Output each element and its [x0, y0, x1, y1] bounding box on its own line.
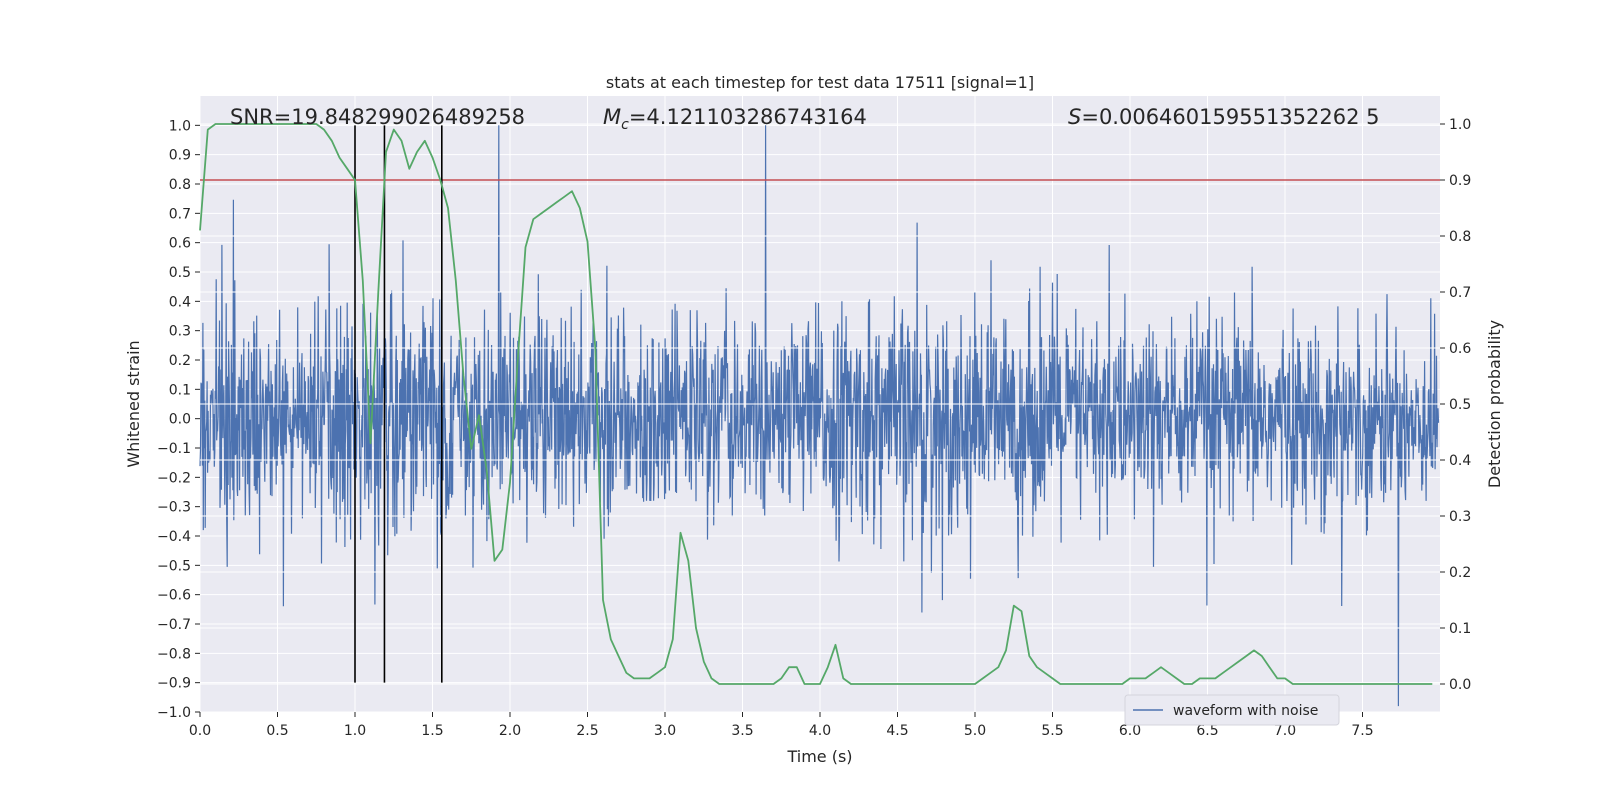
y-tick-label: −0.6 — [157, 588, 191, 604]
right-axis-grid — [200, 123, 1440, 685]
y-tick-label: −0.5 — [157, 558, 191, 574]
marker-lines — [354, 125, 443, 683]
probability-series — [199, 123, 1433, 685]
y-tick-label: 0.6 — [169, 236, 191, 252]
x-tick-label: 2.5 — [576, 723, 598, 739]
y-tick-label: 0.7 — [169, 206, 191, 222]
y-tick-label: 0.9 — [169, 148, 191, 164]
y2-axis-ticks: 1.0 0.9 0.8 0.7 0.6 0.5 0.4 0.3 0.2 0.1 0.0 — [1440, 117, 1471, 693]
x-tick-label: 0.5 — [266, 723, 288, 739]
y-tick-label: −0.4 — [157, 529, 191, 545]
chirp-mass-value: =4.121103286743164 — [629, 105, 867, 129]
y2-tick-label: 0.6 — [1449, 341, 1471, 357]
x-tick-label: 3.0 — [654, 723, 676, 739]
x-tick-label: 1.5 — [421, 723, 443, 739]
y2-tick-label: 0.4 — [1449, 453, 1471, 469]
x-tick-label: 2.0 — [499, 723, 521, 739]
probability-line — [199, 123, 1433, 685]
chirp-mass-symbol: M — [603, 105, 621, 129]
y-tick-label: 0.3 — [169, 324, 191, 340]
s-value: =0.006460159551352262 5 — [1081, 105, 1379, 129]
y-tick-label: 0.2 — [169, 353, 191, 369]
y2-tick-label: 0.9 — [1449, 173, 1471, 189]
x-tick-label: 7.5 — [1351, 723, 1373, 739]
y-axis-label: Whitened strain — [124, 340, 143, 467]
y2-tick-label: 0.1 — [1449, 621, 1471, 637]
waveform-line — [199, 125, 1440, 707]
y2-tick-label: 0.8 — [1449, 229, 1471, 245]
chirp-mass-subscript: c — [621, 117, 629, 133]
x-tick-label: 5.0 — [964, 723, 986, 739]
chirp-mass-annotation: Mc=4.121103286743164 — [603, 105, 867, 133]
x-tick-label: 6.0 — [1119, 723, 1141, 739]
x-tick-label: 4.5 — [886, 723, 908, 739]
y-tick-label: 0.4 — [169, 294, 191, 310]
x-tick-label: 4.0 — [809, 723, 831, 739]
x-tick-label: 1.0 — [344, 723, 366, 739]
y2-axis-label: Detection probability — [1485, 320, 1504, 488]
y-tick-label: −0.2 — [157, 470, 191, 486]
y2-tick-label: 0.7 — [1449, 285, 1471, 301]
x-tick-label: 5.5 — [1041, 723, 1063, 739]
s-symbol: S — [1068, 105, 1081, 129]
x-tick-label: 6.5 — [1196, 723, 1218, 739]
y-tick-label: −0.8 — [157, 646, 191, 662]
x-tick-label: 0.0 — [189, 723, 211, 739]
y-tick-label: 1.0 — [169, 118, 191, 134]
y2-tick-label: 0.2 — [1449, 565, 1471, 581]
chart-title: stats at each timestep for test data 175… — [606, 73, 1034, 92]
s-annotation: S=0.006460159551352262 5 — [1068, 105, 1380, 129]
y-axis-ticks: 1.0 0.9 0.8 0.7 0.6 0.5 0.4 0.3 0.2 0.1 0.0 −0.1 −0.… — [157, 118, 200, 721]
y2-tick-label: 1.0 — [1449, 117, 1471, 133]
x-tick-label: 3.5 — [731, 723, 753, 739]
x-tick-label: 7.0 — [1274, 723, 1296, 739]
waveform-series — [199, 125, 1440, 707]
x-axis-ticks: 0.0 0.5 1.0 1.5 2.0 2.5 3.0 3.5 4.0 4.5 5.0 5.5 6.0 6… — [189, 712, 1374, 739]
y-tick-label: 0.5 — [169, 265, 191, 281]
y2-tick-label: 0.5 — [1449, 397, 1471, 413]
y-tick-label: −0.3 — [157, 500, 191, 516]
y-tick-label: 0.0 — [169, 412, 191, 428]
y2-tick-label: 0.0 — [1449, 677, 1471, 693]
y-tick-label: −0.9 — [157, 676, 191, 692]
y-tick-label: −0.1 — [157, 441, 191, 457]
x-axis-label: Time (s) — [786, 747, 852, 766]
legend-label: waveform with noise — [1173, 703, 1318, 719]
y-tick-label: −1.0 — [157, 705, 191, 721]
snr-annotation: SNR=19.848299026489258 — [230, 105, 525, 129]
y-tick-label: 0.1 — [169, 382, 191, 398]
y2-tick-label: 0.3 — [1449, 509, 1471, 525]
y-tick-label: 0.8 — [169, 177, 191, 193]
y-tick-label: −0.7 — [157, 617, 191, 633]
legend: waveform with noise — [1124, 694, 1340, 726]
legend-box — [1124, 694, 1340, 726]
